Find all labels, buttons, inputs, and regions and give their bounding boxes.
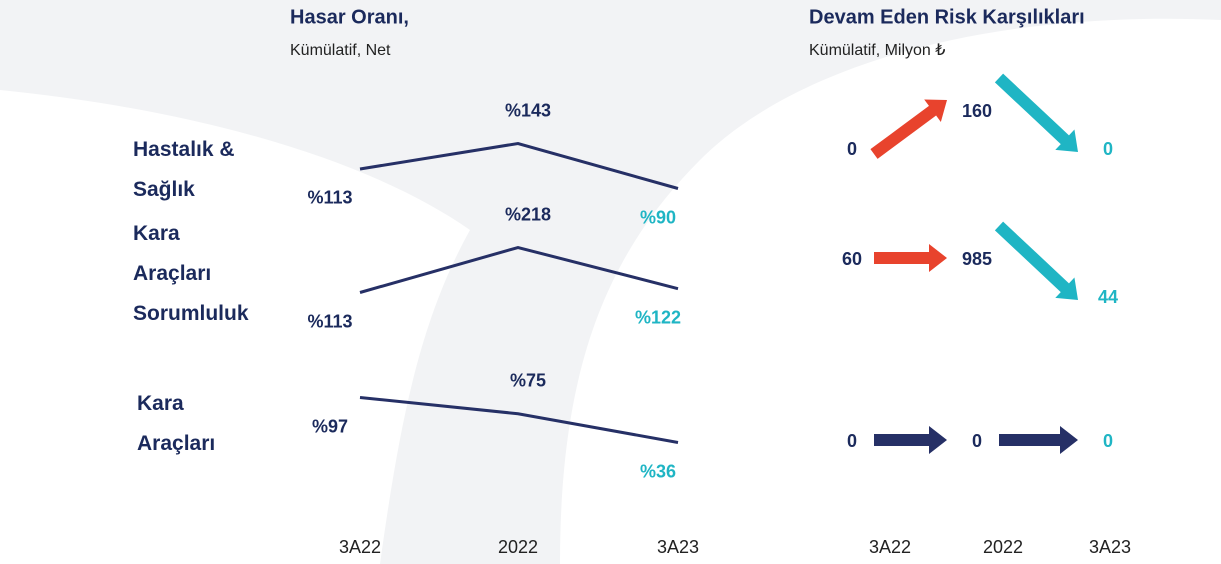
value-label: 0: [847, 139, 857, 159]
x-tick-label: 3A23: [1089, 537, 1131, 557]
row-label: Hastalık & Sağlık: [133, 138, 235, 201]
arrow: [870, 99, 947, 159]
right-title: Devam Eden Risk Karşılıkları: [809, 6, 1085, 28]
arrow-shape: [874, 244, 947, 272]
value-label: 160: [962, 101, 992, 121]
arrow-shape: [870, 99, 947, 159]
row-label: Kara Araçları Sorumluluk: [133, 222, 249, 325]
row-label: Kara Araçları: [137, 392, 215, 455]
value-label: 0: [1103, 139, 1113, 159]
value-label: 0: [972, 431, 982, 451]
value-label: 985: [962, 249, 992, 269]
value-label: %113: [307, 311, 352, 331]
arrow-shape: [994, 73, 1079, 152]
arrow-shape: [994, 221, 1079, 300]
x-tick-label: 2022: [983, 537, 1023, 557]
arrow-shape: [999, 426, 1078, 454]
value-label: %122: [635, 307, 681, 327]
x-tick-label: 3A22: [869, 537, 911, 557]
arrow-shape: [874, 426, 947, 454]
right-subtitle: Kümülatif, Milyon ₺: [809, 42, 945, 59]
value-label: %75: [510, 370, 546, 390]
x-tick-label: 3A23: [657, 537, 699, 557]
arrow: [999, 426, 1078, 454]
value-label: %113: [307, 188, 352, 208]
value-label: %143: [505, 100, 551, 120]
arrow: [874, 426, 947, 454]
value-label: %36: [640, 461, 676, 481]
arrow: [874, 244, 947, 272]
line: [359, 396, 679, 444]
left-title: Hasar Oranı,: [290, 6, 409, 28]
value-label: 60: [842, 249, 862, 269]
value-label: 0: [847, 431, 857, 451]
value-label: 44: [1098, 287, 1118, 307]
line: [359, 141, 679, 190]
value-label: %90: [640, 207, 676, 227]
value-label: 0: [1103, 431, 1113, 451]
value-label: %97: [312, 416, 348, 436]
x-tick-label: 2022: [498, 537, 538, 557]
line: [359, 245, 679, 294]
left-subtitle: Kümülatif, Net: [290, 42, 391, 59]
x-tick-label: 3A22: [339, 537, 381, 557]
arrow: [994, 221, 1079, 300]
value-label: %218: [505, 204, 551, 224]
arrow: [994, 73, 1079, 152]
